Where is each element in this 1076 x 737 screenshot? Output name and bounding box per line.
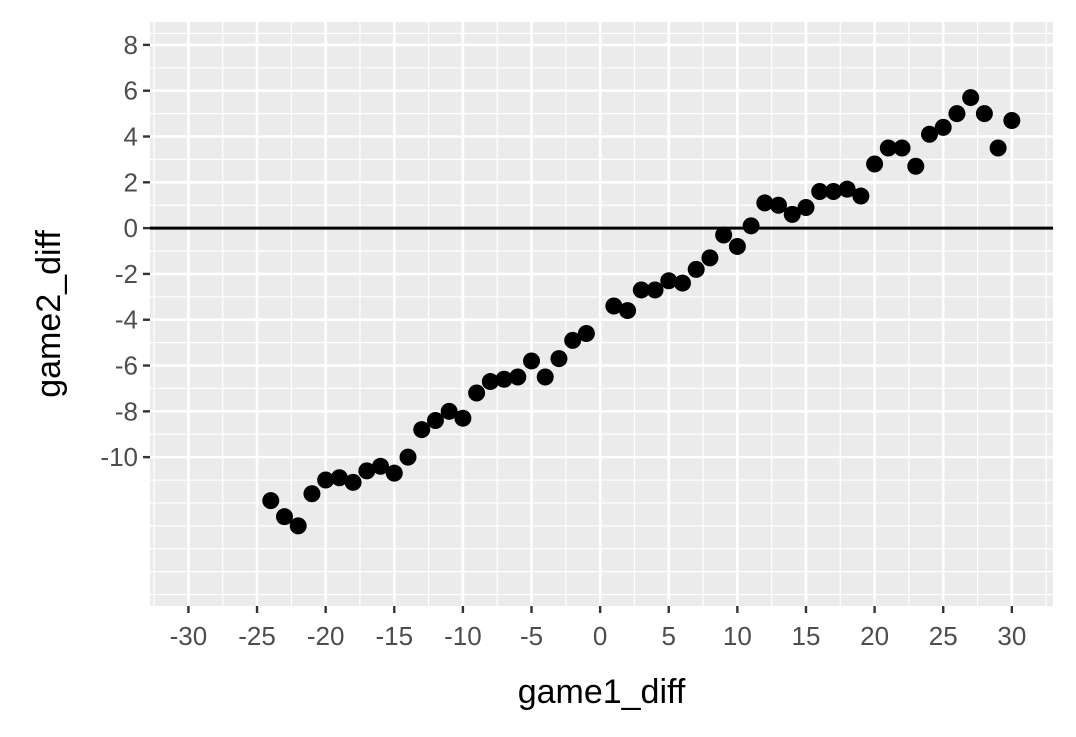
data-point — [852, 187, 870, 205]
data-point — [646, 281, 664, 299]
data-point — [317, 471, 335, 489]
data-point — [715, 226, 733, 244]
data-point — [742, 217, 760, 235]
data-point — [948, 105, 966, 123]
x-axis-title: game1_diff — [518, 673, 686, 711]
data-point — [811, 182, 829, 200]
data-point — [619, 302, 637, 320]
data-point — [468, 384, 486, 402]
data-point — [289, 517, 307, 535]
data-point — [797, 199, 815, 217]
y-tick-label: -8 — [115, 396, 138, 426]
x-tick-label: 20 — [860, 621, 889, 651]
data-point — [523, 352, 541, 370]
data-point — [1003, 111, 1021, 129]
data-point — [358, 462, 376, 480]
data-point — [275, 508, 293, 526]
data-point — [783, 205, 801, 223]
data-point — [907, 157, 925, 175]
data-point — [564, 331, 582, 349]
x-tick-label: -15 — [375, 621, 413, 651]
data-point — [770, 196, 788, 214]
y-tick-label: -10 — [100, 442, 138, 472]
y-tick-label: 6 — [124, 76, 138, 106]
data-point — [577, 324, 595, 342]
y-tick-label: -6 — [115, 351, 138, 381]
data-point — [824, 182, 842, 200]
x-tick-label: 0 — [593, 621, 607, 651]
x-tick-label: -20 — [307, 621, 345, 651]
data-point — [440, 402, 458, 420]
data-point — [344, 473, 362, 491]
major-gridlines — [150, 22, 1053, 606]
data-point — [660, 272, 678, 290]
data-point — [728, 237, 746, 255]
data-point — [920, 125, 938, 143]
data-point — [756, 194, 774, 212]
data-point — [330, 469, 348, 487]
data-point — [838, 180, 856, 198]
x-axis: -30 -25 -20 -15 -10 -5 0 5 10 15 20 25 30 — [170, 606, 1026, 651]
y-tick-label: -2 — [115, 259, 138, 289]
data-point — [632, 281, 650, 299]
data-point — [866, 155, 884, 173]
data-point — [536, 368, 554, 386]
y-axis: -10 -8 -6 -4 -2 0 2 4 6 8 — [100, 30, 150, 472]
x-tick-label: 10 — [723, 621, 752, 651]
data-point — [605, 297, 623, 315]
x-tick-label: -30 — [170, 621, 208, 651]
y-tick-label: -4 — [115, 305, 138, 335]
y-axis-title: game2_diff — [30, 230, 68, 398]
x-tick-label: 25 — [929, 621, 958, 651]
data-point — [701, 249, 719, 267]
x-tick-label: 15 — [792, 621, 821, 651]
x-tick-label: 5 — [662, 621, 676, 651]
data-point — [481, 373, 499, 391]
data-point — [426, 411, 444, 429]
data-point — [399, 448, 417, 466]
y-tick-label: 8 — [124, 30, 138, 60]
data-point — [934, 118, 952, 136]
data-point — [879, 139, 897, 157]
data-point — [303, 485, 321, 503]
data-point — [509, 368, 527, 386]
x-tick-label: 30 — [997, 621, 1026, 651]
data-point — [962, 89, 980, 107]
data-point — [989, 139, 1007, 157]
data-points — [262, 89, 1021, 535]
x-tick-label: -25 — [238, 621, 276, 651]
data-point — [975, 105, 993, 123]
data-point — [454, 409, 472, 427]
data-point — [673, 274, 691, 292]
data-point — [385, 464, 403, 482]
data-point — [372, 457, 390, 475]
data-point — [550, 350, 568, 368]
y-tick-label: 0 — [124, 213, 138, 243]
panel-background — [150, 22, 1053, 606]
minor-gridlines — [150, 22, 1053, 606]
data-point — [262, 492, 280, 510]
data-point — [413, 421, 431, 439]
data-point — [893, 139, 911, 157]
y-tick-label: 4 — [124, 122, 138, 152]
x-tick-label: -10 — [444, 621, 482, 651]
x-tick-label: -5 — [520, 621, 543, 651]
y-tick-label: 2 — [124, 167, 138, 197]
data-point — [495, 370, 513, 388]
data-point — [687, 260, 705, 278]
